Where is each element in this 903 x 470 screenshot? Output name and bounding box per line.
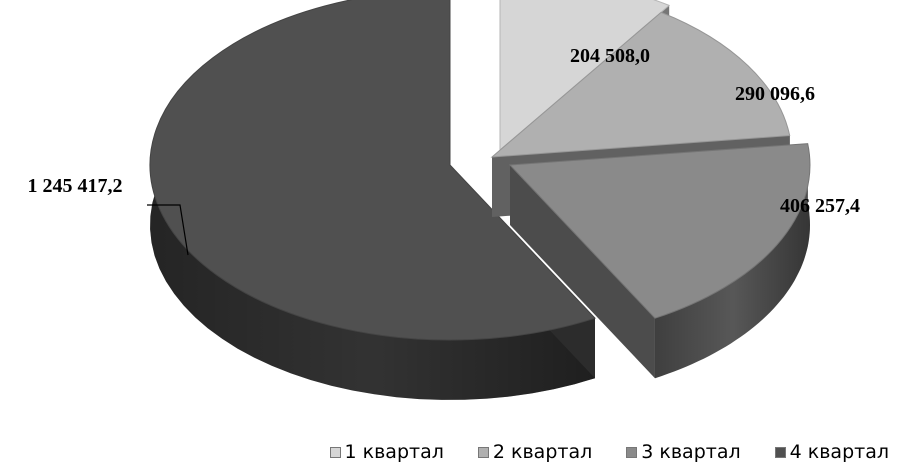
legend-label-q2: 2 квартал bbox=[492, 441, 593, 463]
legend-swatch-q1 bbox=[329, 446, 341, 458]
slice-q3-top bbox=[508, 143, 811, 319]
legend-label-q1: 1 квартал bbox=[344, 441, 444, 463]
legend-swatch-q3 bbox=[626, 446, 638, 458]
slice-q4-top bbox=[149, 0, 596, 341]
slice-q1-top bbox=[499, 0, 671, 152]
slice-q3-wall-1 bbox=[510, 165, 655, 379]
slice-q2-top bbox=[490, 11, 791, 158]
legend-item-q4: 4 квартал bbox=[774, 441, 889, 463]
value-label-q1: 204 508,0 bbox=[570, 45, 650, 67]
legend-label-q3: 3 квартал bbox=[641, 441, 741, 463]
slice-q3-side-shade bbox=[655, 143, 810, 379]
legend-item-q1: 1 квартал bbox=[329, 441, 444, 463]
legend-item-q3: 3 квартал bbox=[626, 441, 741, 463]
legend-swatch-q2 bbox=[477, 446, 489, 458]
pie-chart: 204 508,0 290 096,6 406 257,4 1 245 417,2 bbox=[28, 0, 860, 400]
legend: 1 квартал 2 квартал 3 квартал 4 квартал bbox=[0, 441, 903, 463]
value-label-q4: 1 245 417,2 bbox=[28, 175, 123, 197]
slice-q3 bbox=[508, 143, 811, 379]
value-label-q3: 406 257,4 bbox=[780, 195, 860, 217]
slice-q4-side-shade bbox=[150, 0, 595, 400]
leader-line-q4 bbox=[147, 204, 189, 256]
legend-label-q4: 4 квартал bbox=[789, 441, 889, 463]
value-label-q2: 290 096,6 bbox=[735, 83, 815, 105]
legend-item-q2: 2 квартал bbox=[477, 441, 593, 463]
slice-q4 bbox=[149, 0, 596, 400]
legend-swatch-q4 bbox=[774, 446, 786, 458]
